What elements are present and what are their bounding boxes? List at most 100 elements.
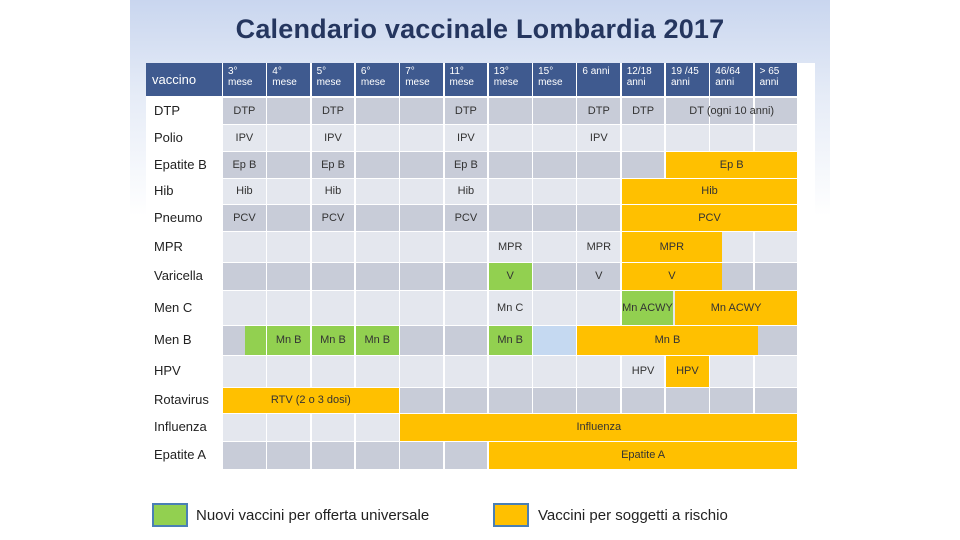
- table-cell: [400, 205, 443, 231]
- table-cell: [355, 291, 399, 325]
- table-cell: [355, 125, 399, 151]
- table-cell: [577, 388, 621, 413]
- table-cell: [223, 179, 266, 204]
- vaccine-dose-cell: PCV: [454, 211, 478, 224]
- vaccine-dose-cell: Ep B: [453, 158, 478, 171]
- table-cell: [621, 388, 665, 413]
- table-cell: [666, 98, 709, 124]
- row-label: Hib: [154, 183, 174, 199]
- table-cell: [267, 291, 311, 325]
- table-cell: [754, 388, 798, 413]
- table-cell: [355, 179, 399, 204]
- table-cell: [400, 152, 443, 178]
- table-cell: [488, 152, 532, 178]
- vaccine-dose-cell: [533, 326, 576, 355]
- table-cell: [488, 125, 532, 151]
- header-column: 6° mese: [355, 63, 399, 96]
- table-cell: [400, 442, 443, 469]
- table-cell: [488, 179, 532, 204]
- row-label: Polio: [154, 129, 183, 145]
- table-cell: [267, 263, 311, 290]
- table-cell: [621, 125, 665, 151]
- vaccine-dose-cell: V: [595, 270, 603, 283]
- table-cell: [754, 125, 798, 151]
- table-cell: [444, 291, 488, 325]
- table-cell: [267, 152, 311, 178]
- row-label: Men C: [154, 299, 193, 315]
- table-cell: [444, 263, 488, 290]
- vaccine-dose-cell: PCV: [321, 211, 345, 224]
- table-cell: [400, 326, 443, 355]
- table-cell: [355, 152, 399, 178]
- legend-orange-swatch: [493, 503, 529, 527]
- table-cell: [223, 205, 266, 231]
- vaccine-dose-cell: RTV (2 o 3 dosi): [223, 388, 399, 413]
- table-cell: [400, 179, 443, 204]
- header-column: 7° mese: [400, 63, 443, 96]
- table-cell: [400, 291, 443, 325]
- table-cell: [311, 152, 355, 178]
- table-cell: [533, 356, 576, 387]
- vaccine-dose-cell: IPV: [589, 131, 608, 144]
- table-cell: [710, 98, 754, 124]
- row-label: Pneumo: [154, 209, 203, 225]
- vaccine-dose-cell: V: [621, 263, 723, 290]
- header-column: > 65 anni: [754, 63, 798, 96]
- table-cell: [488, 205, 532, 231]
- vaccine-dose-cell: DT (ogni 10 anni): [689, 104, 775, 117]
- header-vaccine-label: vaccino: [146, 63, 222, 96]
- table-cell: [400, 388, 443, 413]
- table-cell: [267, 205, 311, 231]
- table-cell: [267, 179, 311, 204]
- table-cell: [754, 98, 798, 124]
- table-cell: [400, 356, 443, 387]
- table-cell: [444, 326, 488, 355]
- vaccine-dose-cell: Mn B: [488, 326, 532, 355]
- table-cell: [577, 205, 621, 231]
- vaccine-dose-cell: V: [488, 263, 532, 290]
- table-cell: [577, 263, 621, 290]
- table-cell: [267, 98, 311, 124]
- table-cell: [223, 152, 266, 178]
- table-cell: [621, 98, 665, 124]
- vaccine-dose-cell: Mn B: [355, 326, 399, 355]
- table-cell: [400, 98, 443, 124]
- header-column: 46/64 anni: [710, 63, 754, 96]
- table-cell: [223, 125, 266, 151]
- table-cell: [267, 442, 311, 469]
- table-cell: [710, 125, 754, 151]
- vaccine-dose-cell: Influenza: [400, 414, 798, 441]
- table-cell: [355, 205, 399, 231]
- table-cell: [577, 125, 621, 151]
- vaccine-dose-cell: DTP: [321, 104, 344, 117]
- row-label: Epatite B: [154, 156, 207, 172]
- vaccine-dose-cell: IPV: [324, 131, 342, 144]
- row-label: Influenza: [154, 419, 207, 435]
- table-cell: [355, 356, 399, 387]
- table-cell: [267, 414, 311, 441]
- vaccine-dose-cell: Hib: [324, 185, 342, 198]
- table-cell: [444, 125, 488, 151]
- table-cell: [488, 388, 532, 413]
- table-cell: [533, 291, 576, 325]
- vaccine-dose-cell: MPR: [586, 240, 612, 253]
- vaccine-dose-cell: MPR: [497, 240, 523, 253]
- vaccine-dose-cell: Hib: [236, 185, 253, 198]
- legend-universal-label: Nuovi vaccini per offerta universale: [196, 507, 430, 524]
- table-cell: [754, 356, 798, 387]
- table-cell: [488, 291, 532, 325]
- header-column: 4° mese: [267, 63, 311, 96]
- row-label: Varicella: [154, 268, 203, 284]
- table-cell: [311, 442, 355, 469]
- table-cell: [223, 98, 266, 124]
- vaccine-dose-cell: PCV: [233, 211, 256, 224]
- vaccine-dose-cell: PCV: [621, 205, 798, 231]
- table-cell: [533, 179, 576, 204]
- table-cell: [311, 179, 355, 204]
- row-label: Epatite A: [154, 447, 207, 463]
- table-cell: [311, 205, 355, 231]
- vaccine-dose-cell: DTP: [632, 104, 655, 117]
- vaccine-dose-cell: Mn B: [311, 326, 355, 355]
- header-column: 5° mese: [311, 63, 355, 96]
- header-column: 13° mese: [488, 63, 532, 96]
